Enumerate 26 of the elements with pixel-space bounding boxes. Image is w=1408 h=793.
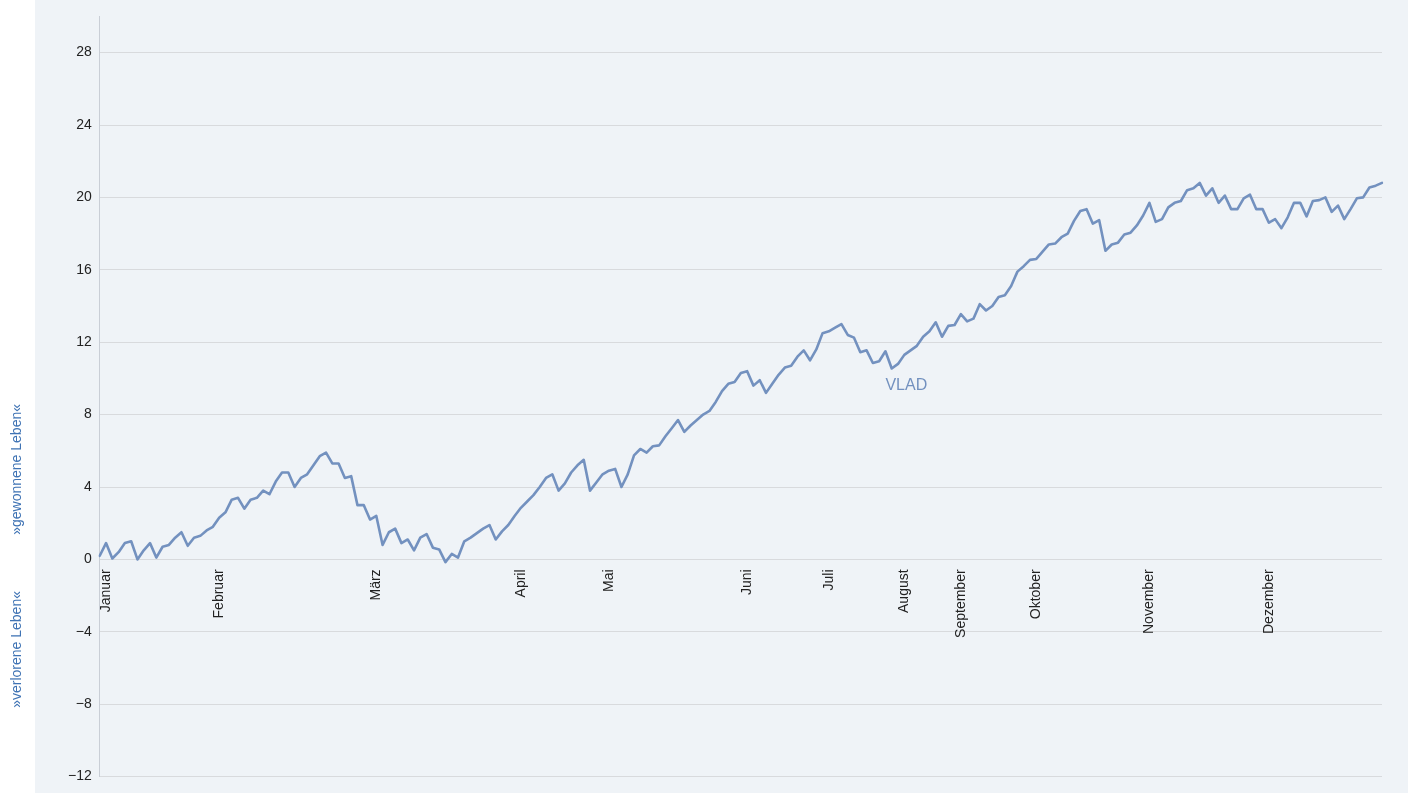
y-tick-label: −4 xyxy=(75,622,92,639)
text: »verlorene Leben« xyxy=(7,590,24,708)
series-label: VLAD xyxy=(885,375,928,393)
x-tick-label: Juli xyxy=(819,569,836,591)
x-tick-label: Dezember xyxy=(1259,569,1276,634)
y-tick-label: 20 xyxy=(76,188,92,205)
y-tick-label: 0 xyxy=(83,550,92,567)
y-tick-label: −12 xyxy=(68,767,92,784)
y-tick-label: 12 xyxy=(76,333,92,350)
y-axis-title: »gewonnene Leben« xyxy=(7,403,24,535)
y-tick-label: 16 xyxy=(76,260,92,277)
x-tick-label: September xyxy=(951,569,968,638)
x-tick-label: August xyxy=(895,569,912,613)
y-tick-label: 28 xyxy=(76,43,92,60)
x-tick-label: Mai xyxy=(599,569,616,592)
x-tick-label: Juni xyxy=(738,569,755,596)
x-tick-label: November xyxy=(1140,569,1157,634)
x-tick-label: Oktober xyxy=(1027,569,1044,620)
x-tick-label: Januar xyxy=(96,569,113,613)
x-tick-label: April xyxy=(511,569,528,598)
y-tick-label: 8 xyxy=(83,405,92,422)
y-tick-label: −8 xyxy=(75,695,92,712)
x-tick-label: Februar xyxy=(210,569,227,619)
y-tick-label: 24 xyxy=(76,115,92,132)
x-tick-label: März xyxy=(367,569,384,601)
y-tick-label: 4 xyxy=(83,477,92,494)
